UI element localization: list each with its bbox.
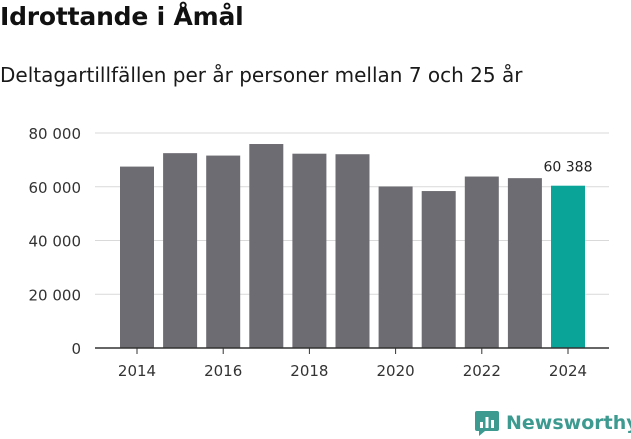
bar-2021 (421, 191, 456, 348)
y-tick-label: 40 000 (29, 233, 82, 251)
x-axis-tick-labels: 2014 2016 2018 2020 2022 2024 (118, 362, 587, 380)
bar-2017 (249, 144, 284, 348)
bars (120, 144, 585, 348)
x-tick-label: 2024 (549, 362, 587, 380)
bar-2015 (163, 153, 198, 348)
bar-2020 (378, 186, 413, 348)
x-axis (95, 347, 609, 354)
chart-title: Idrottande i Åmål (0, 2, 244, 31)
bar-2016 (206, 155, 241, 348)
newsworthy-brand: Newsworthy (474, 408, 631, 438)
bar-2022 (464, 176, 499, 348)
bar-2024 (551, 185, 585, 348)
x-tick-label: 2022 (463, 362, 501, 380)
y-tick-label: 20 000 (29, 286, 82, 304)
y-axis-tick-labels: 0 20 000 40 000 60 000 80 000 (29, 125, 82, 358)
brand-name: Newsworthy (506, 412, 631, 434)
bar-2023 (507, 178, 542, 348)
y-tick-label: 60 000 (29, 179, 82, 197)
bar-2019 (335, 154, 370, 348)
data-labels: 60 388 (544, 160, 593, 176)
x-tick-label: 2014 (118, 362, 156, 380)
newsworthy-logo-icon (475, 411, 499, 436)
data-label: 60 388 (544, 160, 593, 176)
bar-2014 (120, 166, 154, 348)
chart-subtitle: Deltagartillfällen per år personer mella… (0, 63, 523, 87)
bar-2018 (292, 153, 327, 348)
y-tick-label: 0 (71, 340, 81, 358)
x-tick-label: 2020 (377, 362, 415, 380)
x-tick-label: 2016 (204, 362, 242, 380)
y-tick-label: 80 000 (29, 125, 82, 143)
x-tick-label: 2018 (290, 362, 328, 380)
